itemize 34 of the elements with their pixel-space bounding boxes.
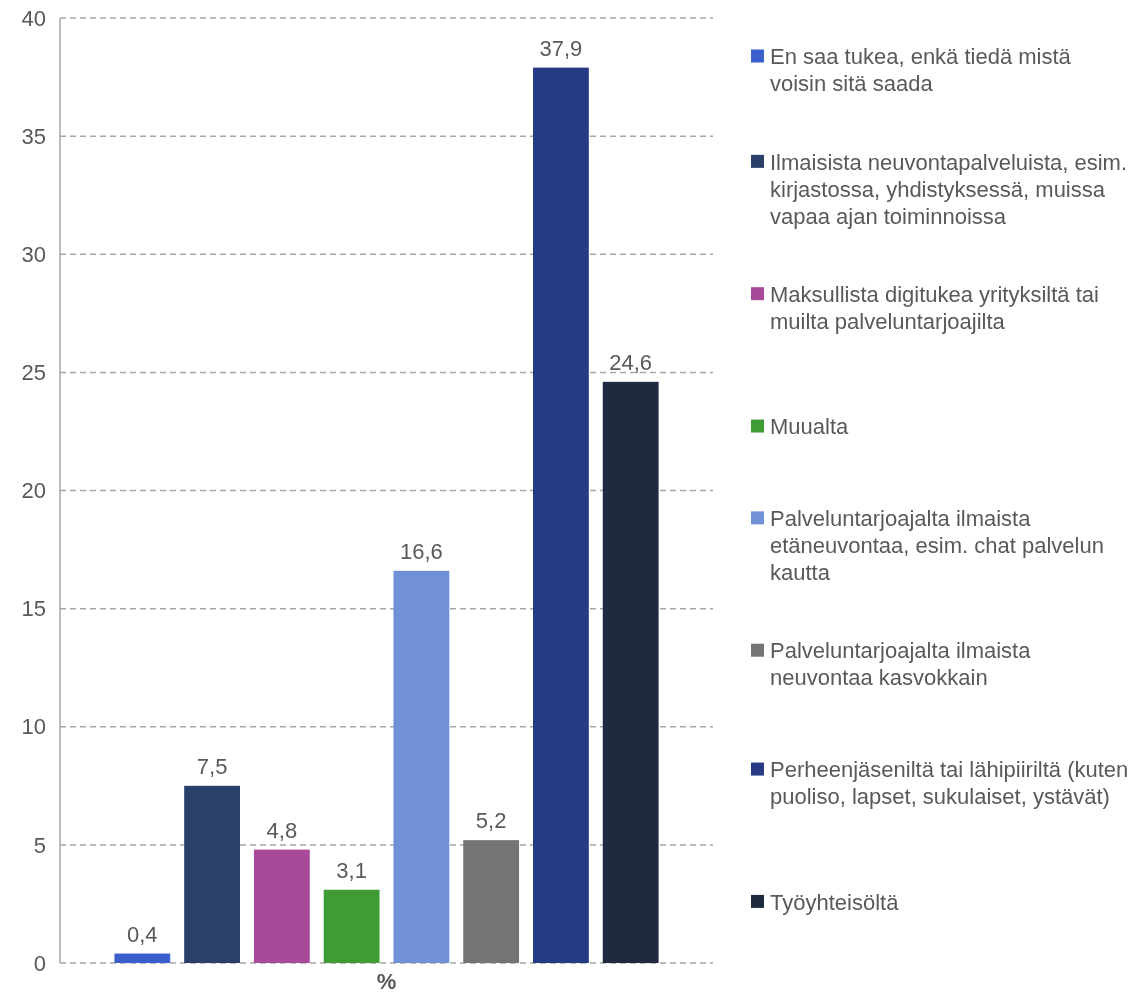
legend-label: Muualta: [770, 414, 850, 440]
data-label: 5,2: [475, 808, 507, 834]
y-tick-label: 10: [21, 714, 46, 740]
legend-label: Palveluntarjoajalta ilmaista etäneuvontaa, esim. chat palvelun kautta: [770, 506, 1104, 586]
bar: [533, 67, 589, 963]
bar: [463, 840, 520, 963]
legend-label: Työyhteisöltä: [770, 889, 900, 915]
x-tick-label: %: [376, 969, 397, 992]
data-label: 4,8: [266, 817, 298, 843]
bar: [393, 570, 450, 963]
bar: [114, 953, 171, 963]
y-tick-label: 25: [21, 360, 46, 386]
data-label: 16,6: [399, 538, 443, 564]
legend-label: Maksullista digitukea yrityksiltä tai muilta palveluntarjoajilta: [770, 281, 1099, 334]
data-label: 0,4: [127, 921, 158, 947]
data-label: 3,1: [336, 857, 367, 883]
y-tick-label: 0: [33, 950, 46, 976]
data-label: 37,9: [539, 35, 583, 61]
y-tick-label: 35: [21, 123, 46, 149]
y-tick-label: 40: [21, 5, 46, 31]
legend-label: Ilmaisista neuvontapalveluista, esim. kirjastossa, yhdistyksessä, muissa vapaa ajan toiminnoissa: [770, 149, 1128, 229]
legend-label: Perheenjäseniltä tai lähipiiriltä (kuten puoliso, lapset, sukulaiset, ystävät): [770, 757, 1129, 810]
bar: [602, 381, 659, 963]
y-tick-label: 15: [21, 596, 46, 622]
legend-label: En saa tukea, enkä tiedä mistä voisin sitä saada: [770, 44, 1072, 97]
data-label: 24,6: [609, 349, 653, 375]
y-tick-label: 5: [33, 832, 46, 858]
data-label: 7,5: [196, 753, 228, 779]
bar: [253, 849, 310, 963]
y-tick-label: 30: [21, 241, 46, 267]
legend-label: Palveluntarjoajalta ilmaista neuvontaa kasvokkain: [770, 638, 1032, 691]
bar: [323, 889, 380, 963]
bar: [184, 785, 240, 963]
y-tick-label: 20: [21, 478, 46, 504]
